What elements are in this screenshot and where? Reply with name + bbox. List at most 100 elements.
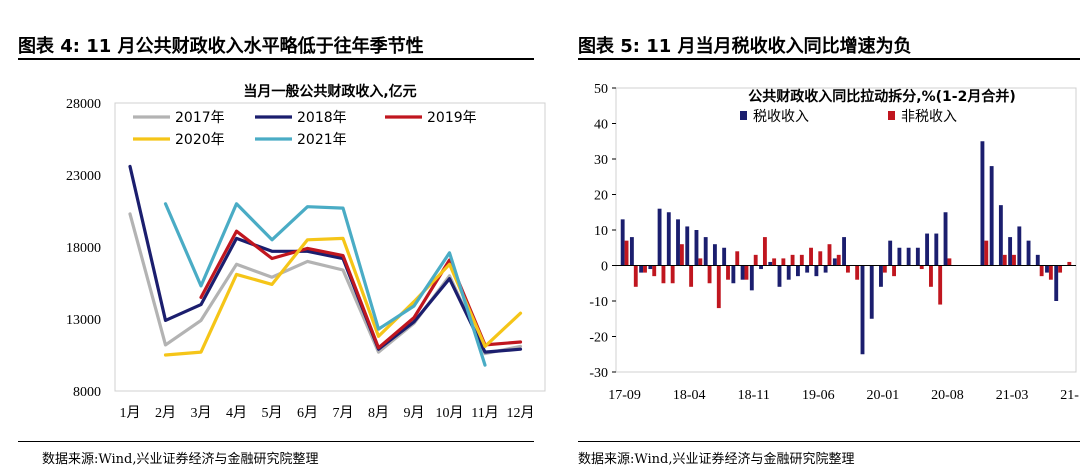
- x-tick-label: 20-01: [867, 388, 900, 403]
- bar-tax: [657, 208, 662, 266]
- bar-nontax: [735, 251, 740, 266]
- bar-tax: [685, 226, 690, 266]
- x-tick-label: 3月: [191, 405, 212, 421]
- bar-nontax: [809, 247, 813, 266]
- x-tick-label: 5月: [262, 405, 283, 421]
- bar-tax: [1054, 265, 1059, 301]
- bar-nontax: [633, 265, 638, 287]
- y-tick-label: 13000: [66, 313, 101, 328]
- bar-nontax: [753, 254, 758, 266]
- bar-tax: [989, 166, 994, 266]
- x-tick-label: 17-09: [608, 388, 641, 403]
- x-tick-label: 21-10: [1060, 388, 1080, 403]
- y-tick-label: 28000: [66, 97, 101, 112]
- bar-tax: [666, 212, 671, 266]
- bar-tax: [814, 265, 819, 277]
- bar-tax: [777, 265, 782, 287]
- chart-title: 公共财政收入同比拉动拆分,%(1-2月合并): [748, 88, 1015, 105]
- bar-nontax: [652, 265, 657, 277]
- right-figure-title: 图表 5: 11 月当月税收收入同比增速为负: [578, 36, 912, 57]
- bar-tax: [842, 237, 846, 266]
- bar-nontax: [698, 258, 703, 266]
- plot-area: [114, 102, 546, 392]
- bar-tax: [915, 247, 920, 266]
- bar-tax: [925, 233, 930, 266]
- bar-tax: [768, 261, 773, 266]
- x-tick-label: 6月: [297, 405, 318, 421]
- bar-nontax: [762, 237, 767, 266]
- bar-nontax: [1058, 265, 1063, 273]
- x-tick-label: 4月: [226, 405, 247, 421]
- y-tick-label: 23000: [66, 169, 101, 184]
- bar-tax: [759, 265, 763, 270]
- bar-nontax: [919, 265, 924, 270]
- bar-nontax: [855, 265, 860, 280]
- bar-nontax: [661, 265, 666, 284]
- left-title-rule: [18, 58, 534, 60]
- bar-tax: [832, 258, 837, 266]
- legend-label: 2019年: [427, 110, 477, 126]
- bar-nontax: [836, 254, 841, 266]
- left-figure-title: 图表 4: 11 月公共财政收入水平略低于往年季节性: [18, 36, 424, 57]
- bar-tax: [888, 240, 893, 266]
- bar-tax: [980, 141, 985, 266]
- bar-nontax: [846, 265, 850, 273]
- bar-tax: [1017, 226, 1022, 266]
- bar-nontax: [781, 258, 786, 266]
- bar-nontax: [1039, 265, 1044, 277]
- bar-tax: [740, 265, 745, 280]
- legend-label: 2020年: [175, 132, 225, 148]
- bar-nontax: [744, 265, 749, 280]
- x-tick-label: 20-08: [931, 388, 964, 403]
- x-tick-label: 19-06: [802, 388, 835, 403]
- x-tick-label: 12月: [507, 405, 535, 421]
- bar-nontax: [716, 265, 721, 309]
- bar-tax: [648, 265, 653, 270]
- bar-tax: [620, 219, 625, 266]
- bar-tax: [1026, 240, 1031, 266]
- x-tick-label: 9月: [404, 405, 425, 421]
- bar-nontax: [1048, 265, 1053, 280]
- bar-nontax: [1002, 254, 1007, 266]
- legend-swatch: [888, 111, 895, 120]
- bar-chart: -30 -20 -10 0 10 20 30 40 50 17-09 18-04 18-11 19-06…: [589, 82, 1080, 403]
- x-tick-label: 1月: [120, 405, 141, 421]
- bar-tax: [722, 247, 727, 266]
- right-bottom-rule: [578, 441, 1080, 442]
- y-tick-label: -20: [589, 331, 608, 346]
- legend-label: 非税收入: [901, 109, 957, 125]
- x-tick-label: 18-11: [738, 388, 770, 403]
- y-tick-label: 8000: [73, 385, 101, 400]
- bar-nontax: [1067, 261, 1072, 266]
- x-tick-label: 2月: [155, 405, 176, 421]
- bar-tax: [703, 237, 708, 266]
- bar-nontax: [790, 254, 795, 266]
- bar-tax: [731, 265, 736, 284]
- legend-label: 2021年: [297, 132, 347, 148]
- bar-tax: [629, 237, 634, 266]
- bar-tax: [823, 265, 828, 273]
- bar-nontax: [679, 244, 684, 266]
- bar-nontax: [818, 251, 823, 266]
- bar-nontax: [882, 265, 887, 273]
- bar-nontax: [799, 254, 804, 266]
- bar-tax: [879, 265, 883, 287]
- bar-nontax: [929, 265, 933, 287]
- bar-nontax: [1012, 254, 1016, 266]
- bar-nontax: [624, 240, 629, 266]
- legend-label: 2018年: [297, 110, 347, 126]
- bar-nontax: [947, 258, 952, 266]
- line-chart: 8000 13000 18000 23000 28000 1月 2月 3月 4月 5月 6月 7月 8月…: [66, 83, 546, 421]
- bar-tax: [943, 212, 948, 266]
- x-tick-label: 11月: [471, 405, 498, 421]
- right-source: 数据来源:Wind,兴业证券经济与金融研究院整理: [578, 452, 855, 467]
- bar-tax: [1008, 237, 1013, 266]
- bar-tax: [1045, 265, 1049, 273]
- bar-tax: [639, 265, 644, 273]
- x-tick-label: 21-03: [996, 388, 1029, 403]
- bar-tax: [796, 265, 800, 277]
- bar-tax: [694, 230, 699, 266]
- y-tick-label: -30: [589, 366, 608, 381]
- left-bottom-rule: [18, 441, 534, 442]
- y-tick-label: 20: [594, 189, 608, 204]
